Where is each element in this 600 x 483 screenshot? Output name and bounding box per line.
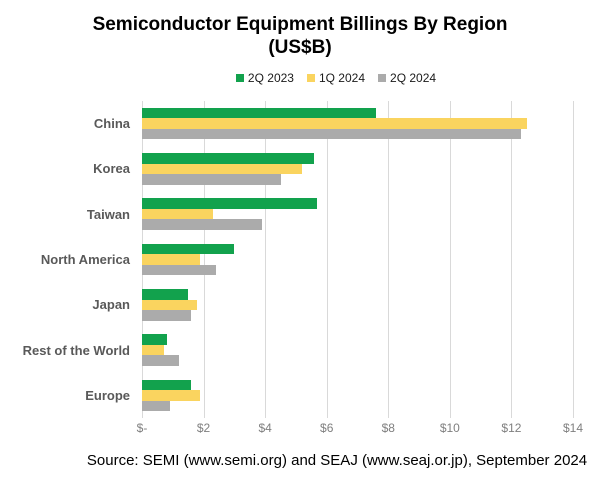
bar-2q-2024-north-america [142, 264, 216, 276]
legend-label: 2Q 2024 [390, 70, 437, 85]
bar-1q-2024-north-america [142, 254, 201, 265]
bar-2q-2024-china [142, 128, 521, 140]
bar-group [142, 334, 573, 366]
bar-group [142, 153, 573, 185]
legend-item-2q-2024: 2Q 2024 [378, 71, 436, 85]
bar-2q-2024-europe [142, 400, 170, 412]
bar-2q-2023-china [142, 107, 376, 119]
category-label: Taiwan [86, 206, 130, 222]
source-note: Source: SEMI (www.semi.org) and SEAJ (ww… [86, 452, 588, 469]
x-tick-label: $2 [196, 421, 211, 435]
gridline [511, 101, 513, 418]
bar-group [142, 198, 573, 230]
legend-swatch-icon [306, 73, 315, 82]
chart-row-japan: Japan [0, 282, 573, 327]
gridline [326, 101, 328, 418]
bar-1q-2024-taiwan [142, 208, 213, 220]
bar-group [142, 379, 573, 412]
category-label: Korea [93, 161, 130, 177]
gridline [573, 101, 574, 418]
chart-row-korea: Korea [0, 146, 573, 191]
chart-row-taiwan: Taiwan [0, 192, 573, 237]
category-label: North America [40, 251, 130, 267]
category-label: Rest of the World [22, 342, 130, 358]
chart-title: Semiconductor Equipment Billings By Regi… [92, 14, 508, 35]
bar-1q-2024-japan [142, 299, 198, 311]
bar-group [142, 289, 573, 321]
legend-item-2q-2023: 2Q 2023 [235, 70, 294, 85]
bar-2q-2023-rest-of-the-world [142, 334, 167, 345]
bar-2q-2023-north-america [142, 243, 235, 255]
bar-1q-2024-korea [142, 163, 303, 175]
bar-2q-2023-europe [142, 379, 192, 391]
legend-label: 1Q 2024 [318, 70, 366, 85]
chart-row-rest-of-the-world: Rest of the World [0, 327, 573, 372]
chart-row-north-america: North America [0, 237, 573, 282]
x-tick-label: $- [136, 421, 148, 435]
gridline [265, 101, 267, 418]
bar-group [142, 107, 573, 140]
legend-label: 2Q 2023 [247, 70, 294, 85]
chart-row-china: China [0, 101, 573, 146]
plot-area: China Korea Taiwan North America Japan Rest o… [0, 101, 600, 418]
category-label: Japan [92, 297, 130, 313]
x-tick-label: $8 [381, 421, 395, 435]
chart-row-europe: Europe [0, 373, 573, 418]
bar-1q-2024-europe [142, 390, 201, 401]
bar-rows: China Korea Taiwan North America Japan Rest o… [0, 101, 573, 418]
category-label: China [93, 116, 130, 132]
bar-group [142, 243, 573, 276]
legend-swatch-icon [378, 73, 387, 82]
gridline [449, 101, 451, 418]
bar-2q-2023-japan [142, 289, 189, 300]
legend-item-1q-2024: 1Q 2024 [306, 70, 366, 85]
x-axis: $- $2 $4 $6 $8 $10 $12 $14 [0, 421, 600, 437]
bar-2q-2023-taiwan [142, 198, 318, 209]
x-tick-label: $12 [501, 421, 522, 435]
x-tick-label: $4 [258, 421, 272, 435]
x-tick-label: $14 [562, 421, 584, 435]
chart-subtitle: (US$B) [268, 37, 332, 58]
category-label: Europe [85, 387, 130, 403]
gridline [388, 101, 390, 418]
bar-1q-2024-china [142, 118, 527, 129]
x-tick-label: $6 [320, 421, 334, 435]
bar-2q-2024-rest-of-the-world [142, 355, 179, 366]
bar-2q-2024-taiwan [142, 219, 263, 230]
x-tick-label: $10 [439, 421, 460, 435]
bar-1q-2024-rest-of-the-world [142, 344, 164, 356]
bar-2q-2023-korea [142, 153, 315, 164]
legend-swatch-icon [235, 73, 244, 82]
bar-2q-2024-korea [142, 174, 281, 185]
legend: 2Q 2023 1Q 2024 2Q 2024 [36, 70, 600, 85]
bar-2q-2024-japan [142, 310, 192, 321]
gridline [203, 101, 205, 418]
